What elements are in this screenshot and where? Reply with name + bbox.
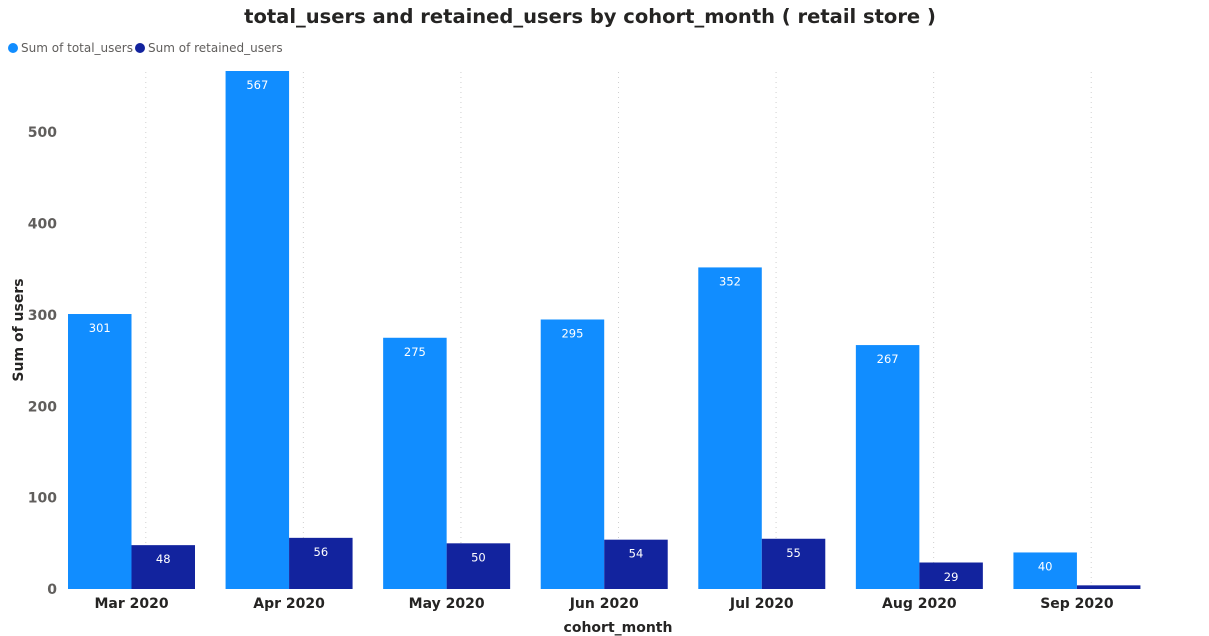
bars <box>68 71 1141 589</box>
y-tick-label: 500 <box>28 125 57 141</box>
gridlines <box>145 72 1092 589</box>
data-label: 267 <box>877 352 899 366</box>
bar-total-5[interactable] <box>855 345 920 589</box>
y-tick-label: 200 <box>28 399 57 415</box>
y-tick-label: 100 <box>28 491 57 507</box>
data-label: 295 <box>561 326 583 340</box>
data-label: 40 <box>1038 559 1053 573</box>
bar-total-3[interactable] <box>540 319 605 589</box>
x-tick-label: Jun 2020 <box>569 596 639 612</box>
bar-total-0[interactable] <box>68 314 132 589</box>
data-label: 50 <box>471 550 486 564</box>
y-tick-label: 0 <box>47 582 57 598</box>
data-label: 56 <box>314 545 329 559</box>
data-label: 48 <box>156 552 171 566</box>
data-label: 275 <box>404 345 426 359</box>
y-axis-title: Sum of users <box>11 278 27 381</box>
x-axis: Mar 2020 Apr 2020 May 2020 Jun 2020 Jul 2020… <box>94 596 1113 612</box>
legend-label-0[interactable]: Sum of total_users <box>21 41 133 55</box>
bar-total-1[interactable] <box>225 71 290 589</box>
data-label: 567 <box>246 78 268 92</box>
legend-marker-1[interactable] <box>135 43 145 53</box>
bar-retained-0[interactable] <box>131 545 196 589</box>
y-tick-label: 300 <box>28 308 57 324</box>
bar-retained-1[interactable] <box>289 537 353 589</box>
data-label: 55 <box>786 546 801 560</box>
x-tick-label: May 2020 <box>409 596 485 612</box>
x-tick-label: Jul 2020 <box>729 596 794 612</box>
legend-label-1[interactable]: Sum of retained_users <box>148 41 283 55</box>
x-tick-label: Aug 2020 <box>882 596 957 612</box>
bar-total-4[interactable] <box>698 267 762 589</box>
data-label: 352 <box>719 274 741 288</box>
y-axis: 0 100 200 300 400 500 <box>28 125 57 598</box>
bar-retained-4[interactable] <box>761 538 826 589</box>
bar-retained-6[interactable] <box>1076 585 1141 589</box>
x-axis-title: cohort_month <box>564 620 673 636</box>
x-tick-label: Sep 2020 <box>1040 596 1114 612</box>
x-tick-label: Apr 2020 <box>253 596 325 612</box>
data-label: 29 <box>944 570 959 584</box>
data-labels: 301 48 567 56 275 50 295 54 352 55 267 29 40 <box>89 78 1053 584</box>
data-label: 301 <box>89 321 111 335</box>
bar-total-2[interactable] <box>383 337 447 589</box>
bar-total-6[interactable] <box>1013 552 1077 589</box>
chart-title: total_users and retained_users by cohort… <box>244 5 936 28</box>
legend[interactable]: Sum of total_users Sum of retained_users <box>8 41 283 55</box>
y-tick-label: 400 <box>28 217 57 233</box>
data-label: 54 <box>629 547 644 561</box>
bar-retained-3[interactable] <box>604 539 668 589</box>
legend-marker-0[interactable] <box>8 43 18 53</box>
bar-retained-5[interactable] <box>919 562 983 589</box>
x-tick-label: Mar 2020 <box>94 596 168 612</box>
bar-retained-2[interactable] <box>446 543 511 589</box>
